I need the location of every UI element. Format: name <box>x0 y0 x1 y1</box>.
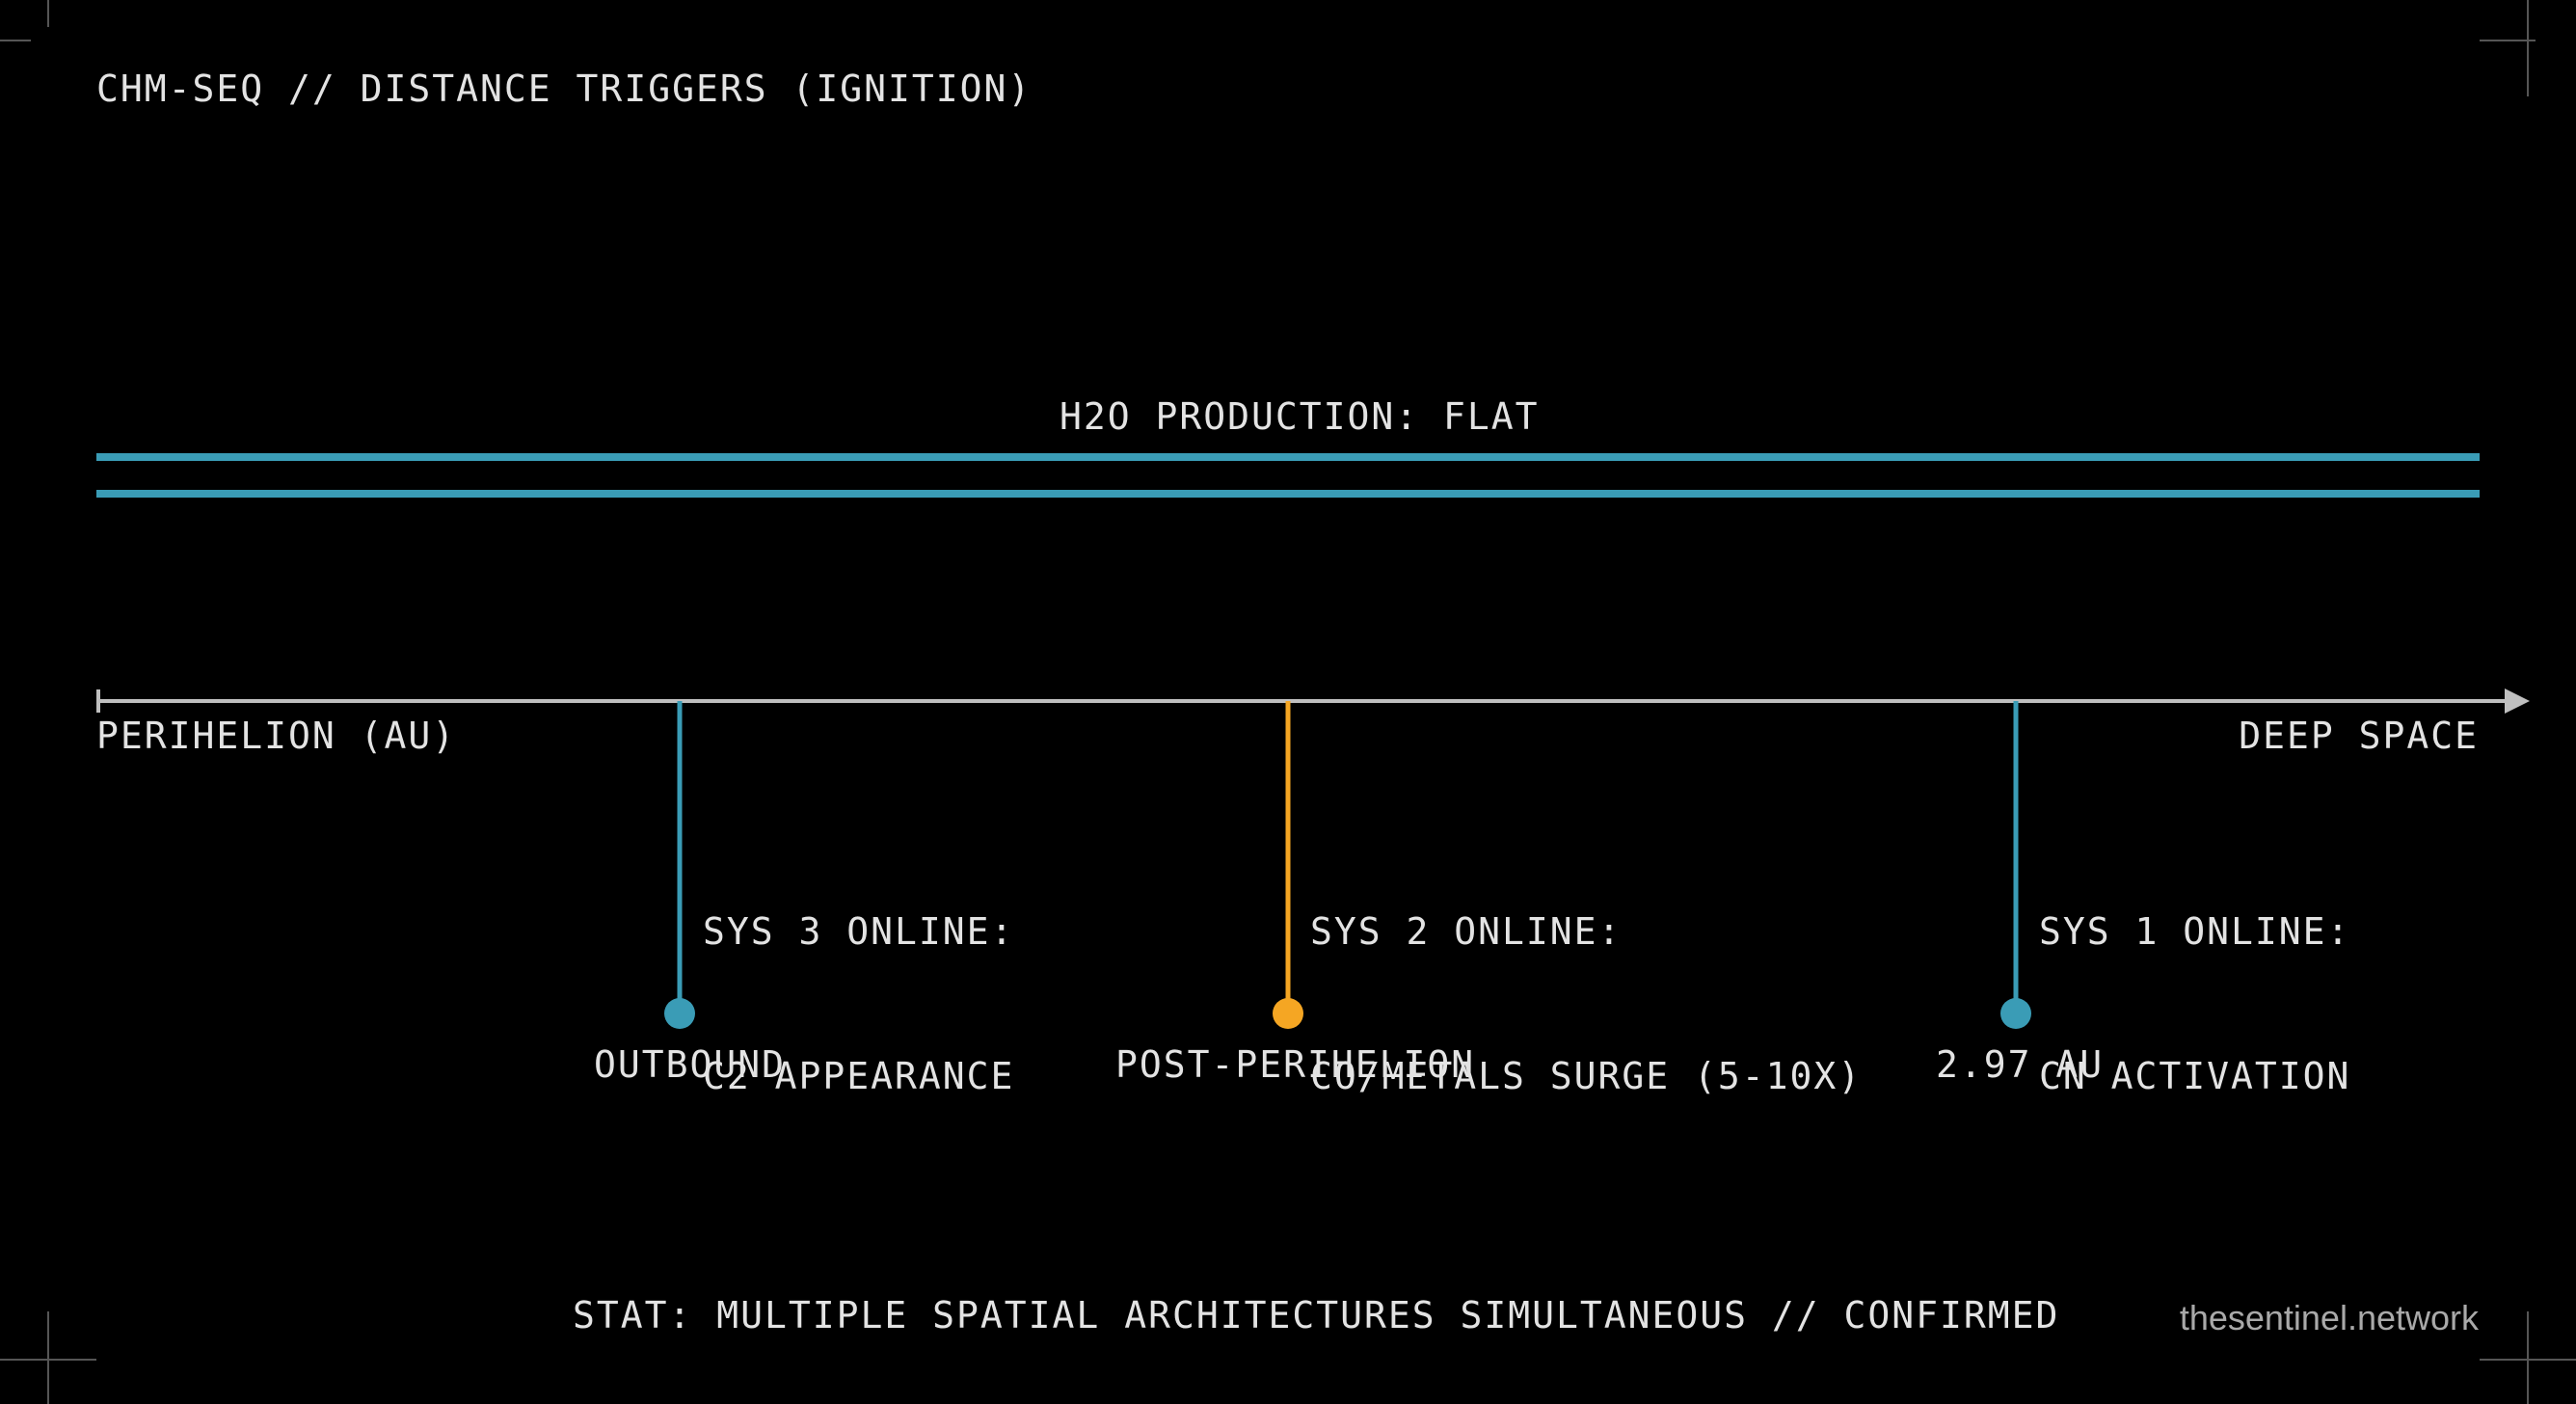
event-dot <box>664 998 695 1029</box>
event-description-post-perihelion: SYS 2 ONLINE: CO/METALS SURGE (5-10X) <box>1310 811 1862 1148</box>
axis-label-deep-space: DEEP SPACE <box>2239 715 2479 757</box>
event-system-label: SYS 1 ONLINE: <box>2039 910 2351 953</box>
brand-watermark: thesentinel.network <box>2179 1298 2479 1337</box>
event-description-2-97-au: SYS 1 ONLINE: CN ACTIVATION <box>2039 811 2350 1148</box>
event-marker-2-97-au <box>2000 701 2031 1029</box>
event-detail-label: CN ACTIVATION <box>2039 1055 2351 1097</box>
event-description-outbound: SYS 3 ONLINE: C2 APPEARANCE <box>703 811 1014 1148</box>
event-system-label: SYS 3 ONLINE: <box>703 910 1015 953</box>
axis-arrowhead <box>2505 688 2530 714</box>
axis-label-perihelion: PERIHELION (AU) <box>96 715 457 757</box>
event-name-post-perihelion: POST-PERIHELION <box>1115 1043 1476 1086</box>
page-title: CHM-SEQ // DISTANCE TRIGGERS (IGNITION) <box>96 68 1033 110</box>
event-marker-outbound <box>664 701 695 1029</box>
event-name-2-97-au: 2.97 AU <box>1936 1043 2105 1086</box>
event-dot <box>1273 998 1303 1029</box>
status-line: STAT: MULTIPLE SPATIAL ARCHITECTURES SIM… <box>573 1294 2060 1336</box>
event-dot <box>2000 998 2031 1029</box>
h2o-line-lower <box>96 490 2480 498</box>
event-system-label: SYS 2 ONLINE: <box>1310 910 1623 953</box>
h2o-line-upper <box>96 453 2480 461</box>
event-name-outbound: OUTBOUND <box>594 1043 787 1086</box>
event-marker-post-perihelion <box>1273 701 1303 1029</box>
h2o-production-label: H2O PRODUCTION: FLAT <box>1060 395 1540 438</box>
event-detail-label: C2 APPEARANCE <box>703 1055 1015 1097</box>
event-detail-label: CO/METALS SURGE (5-10X) <box>1310 1055 1863 1097</box>
